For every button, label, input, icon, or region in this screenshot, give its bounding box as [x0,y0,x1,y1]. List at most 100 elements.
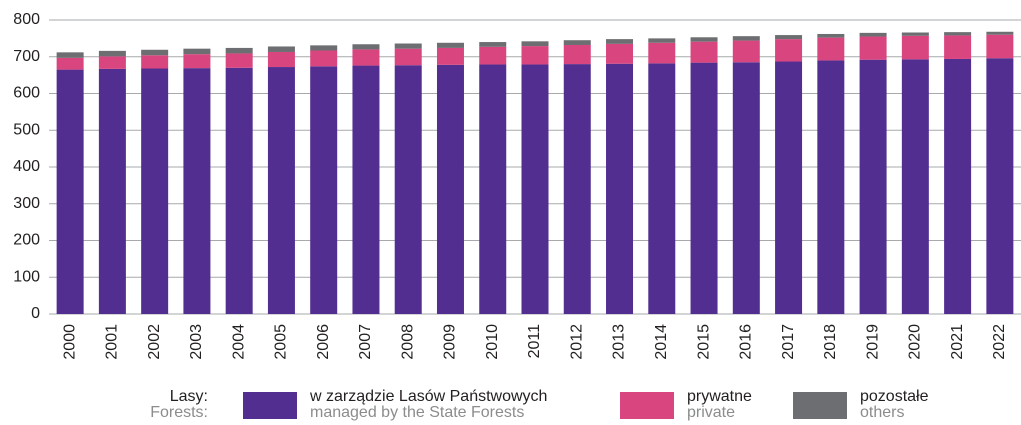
bar-segment [352,44,380,50]
bar-segment [267,67,295,314]
legend-label: pozostałe [860,388,929,405]
bar-segment [944,35,972,59]
bar-segment [310,50,338,67]
bar-segment [352,49,380,66]
bar-segment [817,37,845,61]
bar-segment [986,34,1014,59]
x-tick-label: 2022 [991,324,1008,360]
bar-segment [732,62,760,315]
bar-segment [901,35,929,60]
bar-segment [606,39,634,44]
x-tick-label: 2003 [188,324,205,360]
bar-segment [986,31,1014,35]
bar-segment [394,48,422,66]
bar-segment [352,65,380,314]
bar-segment [141,68,169,314]
bar-segment [732,36,760,41]
legend-label-en: managed by the State Forests [310,404,524,421]
bar-segment [986,58,1014,314]
bar-segment [183,68,211,314]
x-tick-label: 2020 [907,324,924,360]
bar-segment [775,35,803,40]
x-tick-label: 2008 [399,324,416,360]
y-tick-label: 100 [13,268,40,285]
x-tick-label: 2017 [780,324,797,360]
bar-segment [267,46,295,52]
bar-segment [225,67,253,315]
bar-segment [98,50,126,57]
y-tick-label: 800 [13,11,40,28]
bar-segment [606,43,634,64]
bar-segment [521,41,549,47]
bar-segment [648,38,676,43]
legend-swatch [243,392,297,419]
bar-segment [817,33,845,38]
bar-segment [901,32,929,36]
bar-segment [310,66,338,315]
x-tick-label: 2004 [230,324,247,360]
x-tick-label: 2009 [442,324,459,360]
bar-segment [436,64,464,315]
bar-segment [436,47,464,65]
bar-segment [944,58,972,314]
bar-segment [479,42,507,47]
bar-segment [690,41,718,63]
y-tick-label: 0 [31,305,40,322]
bar-segment [310,45,338,51]
x-tick-label: 2002 [146,324,163,360]
legend-label: prywatne [687,388,752,405]
bar-segment [817,60,845,314]
bar-segment [563,44,591,65]
bar-segment [732,40,760,63]
y-tick-label: 600 [13,85,40,102]
bar-segment [141,49,169,56]
legend-title-en: Forests: [150,404,208,421]
x-tick-label: 2007 [357,324,374,360]
x-tick-label: 2010 [484,324,501,360]
bar-segment [563,40,591,45]
bar-segment [859,36,887,60]
bar-segment [436,42,464,48]
y-tick-label: 200 [13,232,40,249]
x-tick-label: 2014 [653,324,670,360]
y-tick-label: 700 [13,48,40,65]
x-tick-label: 2013 [611,324,628,360]
bar-segment [690,37,718,42]
bar-segment [394,65,422,314]
x-tick-label: 2005 [273,324,290,360]
bar-segment [225,47,253,54]
bar-segment [225,53,253,68]
bar-segment [267,51,295,68]
bar-segment [479,46,507,65]
x-tick-label: 2001 [104,324,121,360]
x-tick-label: 2000 [61,324,78,360]
legend-swatch [620,392,674,419]
bar-segment [56,69,84,314]
legend-label: w zarządzie Lasów Państwowych [309,388,547,405]
bar-segment [648,63,676,314]
bar-segment [606,63,634,314]
x-tick-label: 2018 [822,324,839,360]
bar-segment [944,32,972,36]
bar-segment [98,56,126,69]
x-tick-label: 2011 [526,324,543,359]
bar-segment [183,48,211,55]
y-tick-label: 400 [13,158,40,175]
legend-swatch [793,392,847,419]
bar-segment [56,57,84,70]
bar-segment [183,54,211,69]
x-tick-label: 2016 [738,324,755,360]
x-tick-label: 2021 [949,324,966,360]
bar-segment [690,62,718,314]
legend-title: Lasy: [170,388,208,405]
x-tick-label: 2019 [864,324,881,360]
bar-segment [394,43,422,49]
bar-segment [521,64,549,314]
bar-segment [775,39,803,62]
x-tick-label: 2012 [568,324,585,360]
bar-segment [859,59,887,314]
bar-segment [521,46,549,65]
y-tick-label: 500 [13,121,40,138]
bar-segment [859,32,887,37]
